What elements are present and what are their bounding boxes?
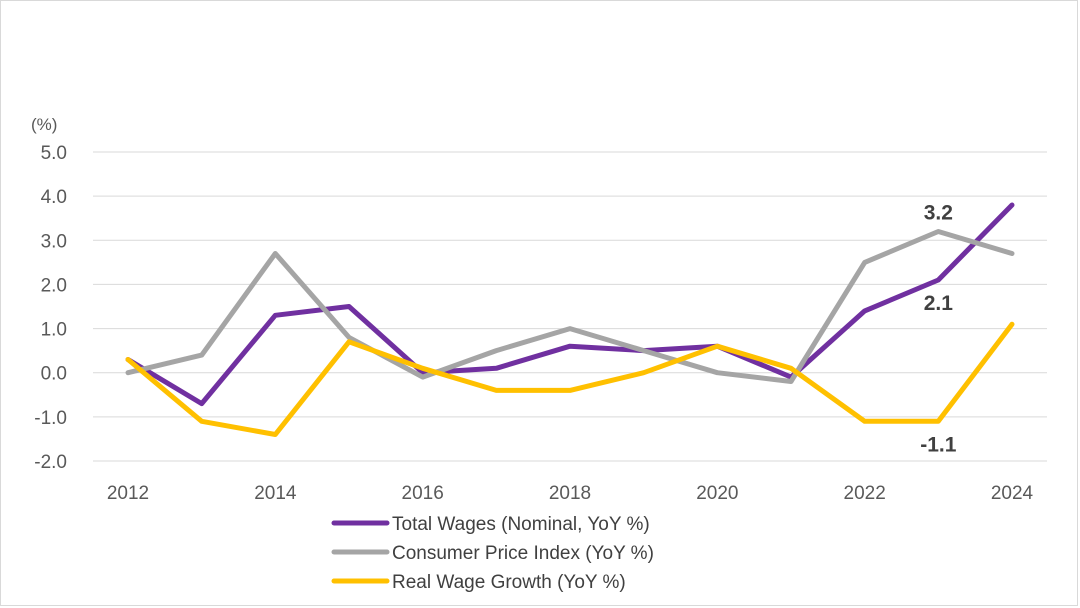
series-line-consumer	[125, 229, 1015, 384]
legend-label: Real Wage Growth (YoY %)	[392, 572, 626, 593]
y-tick-label: 3.0	[41, 231, 67, 252]
x-tick-label: 2018	[549, 483, 591, 504]
x-tick-label: 2020	[696, 483, 738, 504]
x-axis-tick-labels: 2012 2014 2016 2018 2020 2022 2024	[107, 483, 1034, 504]
x-tick-label: 2024	[991, 483, 1034, 504]
data-label: -1.1	[920, 433, 957, 456]
legend-label: Total Wages (Nominal, YoY %)	[392, 514, 650, 535]
y-axis-unit-label: (%)	[31, 115, 57, 134]
legend: Total Wages (Nominal, YoY %) Consumer Pri…	[331, 514, 654, 593]
series-lines	[125, 202, 1015, 437]
x-tick-label: 2022	[844, 483, 886, 504]
y-tick-label: 1.0	[41, 320, 67, 341]
y-tick-label: 4.0	[41, 187, 67, 208]
y-axis-tick-labels: 5.0 4.0 3.0 2.0 1.0 0.0 -1.0 -2.0	[34, 143, 67, 473]
legend-label: Consumer Price Index (YoY %)	[392, 543, 654, 564]
series-line-total	[125, 202, 1015, 407]
data-label: 2.1	[924, 292, 954, 315]
y-tick-label: -1.0	[34, 408, 67, 429]
y-tick-label: 2.0	[41, 275, 67, 296]
y-tick-label: 5.0	[41, 143, 67, 164]
data-annotations: 3.2 2.1 -1.1	[920, 201, 957, 456]
x-tick-label: 2014	[254, 483, 297, 504]
data-label: 3.2	[924, 201, 953, 224]
y-tick-label: -2.0	[34, 452, 67, 473]
y-tick-label: 0.0	[41, 364, 67, 385]
x-tick-label: 2016	[402, 483, 444, 504]
series-line-real	[125, 321, 1015, 437]
x-tick-label: 2012	[107, 483, 149, 504]
